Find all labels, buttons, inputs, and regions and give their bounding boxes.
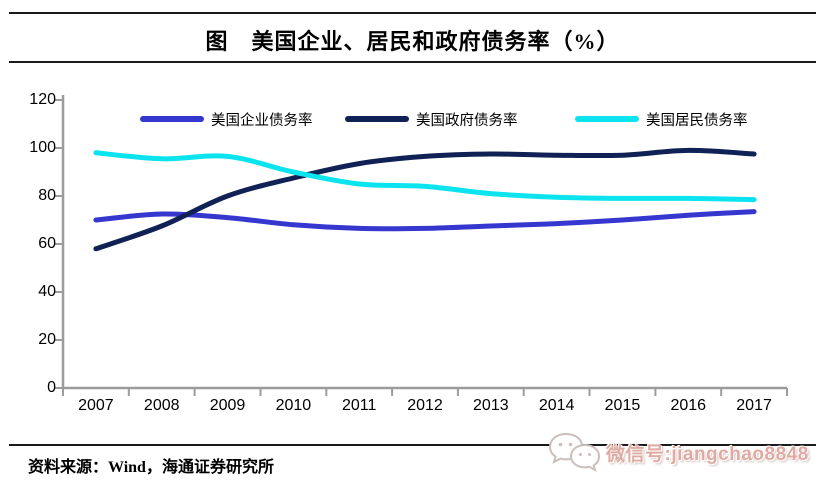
legend-swatch-household [575, 116, 639, 122]
legend-swatch-government [345, 116, 409, 122]
x-axis-tick-label: 2015 [604, 397, 641, 414]
y-axis-tick-label: 40 [38, 283, 56, 300]
x-axis-tick-label: 2011 [341, 397, 377, 414]
legend-label-household: 美国居民债务率 [646, 112, 748, 129]
data-source-text: 资料来源：Wind，海通证券研究所 [28, 459, 274, 476]
footer-rule [9, 444, 816, 446]
x-axis-tick-label: 2013 [473, 397, 509, 414]
x-axis-tick-label: 2007 [78, 397, 114, 414]
x-axis-tick-label: 2016 [670, 397, 707, 414]
legend-swatch-corporate [140, 116, 204, 122]
y-axis-tick-label: 120 [29, 91, 56, 108]
y-axis-tick-label: 80 [38, 187, 56, 204]
line-government-debt [93, 147, 757, 252]
y-axis-tick-label: 100 [29, 139, 56, 156]
x-axis-tick-label: 2012 [407, 397, 443, 414]
y-axis-tick-label: 0 [47, 379, 56, 396]
y-axis-tick-label: 20 [38, 331, 56, 348]
legend-item-household-debt: 美国居民债务率 [575, 108, 748, 130]
chart-title: 图 美国企业、居民和政府债务率（%） [205, 29, 620, 54]
line-corporate-debt [93, 209, 757, 232]
x-axis-tick-label: 2008 [143, 397, 180, 414]
x-axis-tick-label: 2010 [275, 397, 312, 414]
axis-lines [61, 95, 787, 390]
top-rule [9, 12, 816, 14]
legend-item-corporate-debt: 美国企业债务率 [140, 108, 313, 130]
title-underline-rule [9, 61, 816, 63]
x-axis-tick-label: 2017 [736, 397, 772, 414]
y-axis-tick-label: 60 [38, 235, 56, 252]
x-axis-tick-label: 2014 [538, 397, 575, 414]
x-axis-tick-label: 2009 [209, 397, 246, 414]
chart-legend: 美国企业债务率 美国政府债务率 美国居民债务率 [0, 108, 825, 130]
legend-label-corporate: 美国企业债务率 [211, 112, 313, 129]
legend-item-government-debt: 美国政府债务率 [345, 108, 518, 130]
line-household-debt [93, 150, 757, 203]
legend-label-government: 美国政府债务率 [416, 112, 518, 129]
